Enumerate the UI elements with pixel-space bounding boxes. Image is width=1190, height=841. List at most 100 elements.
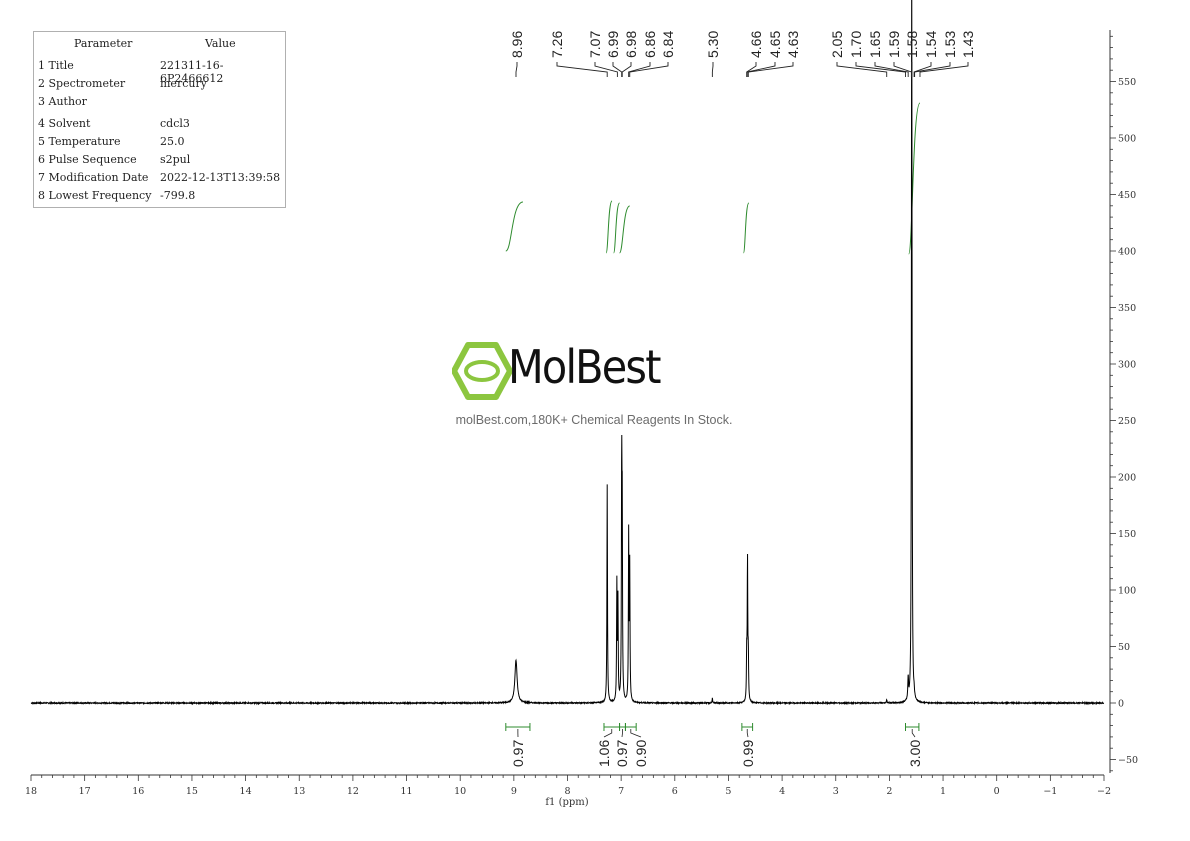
peak-connector bbox=[556, 62, 608, 77]
benzene-logo-icon bbox=[452, 342, 512, 400]
integral-connector bbox=[603, 729, 613, 738]
peak-label: 4.65 bbox=[767, 31, 783, 58]
x-tick-label: 17 bbox=[79, 786, 91, 797]
peak-label: 6.99 bbox=[605, 31, 621, 58]
y-tick-label: 200 bbox=[1118, 473, 1136, 484]
peak-connector bbox=[612, 62, 623, 77]
peak-connector bbox=[621, 62, 632, 77]
parameter-row: 2 Spectrometer mercury bbox=[38, 77, 283, 93]
peak-connector bbox=[836, 62, 888, 77]
x-tick-label: 13 bbox=[293, 786, 305, 797]
x-tick-label: 3 bbox=[833, 786, 839, 797]
spectrum-trace bbox=[30, 0, 1105, 706]
parameter-key: 2 Spectrometer bbox=[38, 77, 126, 90]
parameter-row: 6 Pulse Sequence s2pul bbox=[38, 153, 283, 169]
integral-value-label: 0.97 bbox=[510, 740, 526, 767]
integral-connector bbox=[630, 729, 642, 738]
peak-connector bbox=[515, 62, 518, 77]
parameter-key: 6 Pulse Sequence bbox=[38, 153, 137, 166]
integral-curves bbox=[505, 102, 921, 255]
parameter-header: Parameter bbox=[74, 37, 133, 50]
integral-curve bbox=[605, 200, 613, 254]
parameter-value: 25.0 bbox=[160, 135, 185, 148]
peak-label: 2.05 bbox=[829, 31, 845, 58]
integral-value-label: 3.00 bbox=[907, 740, 923, 767]
peak-connector bbox=[746, 62, 776, 77]
parameter-row: 5 Temperature 25.0 bbox=[38, 135, 283, 151]
x-tick-label: 1 bbox=[940, 786, 946, 797]
y-tick-label: 100 bbox=[1118, 586, 1136, 597]
peak-connector bbox=[711, 62, 714, 77]
watermark-tagline: molBest.com,180K+ Chemical Reagents In S… bbox=[455, 413, 733, 427]
parameter-table: Parameter Value 1 Title 221311-16-6P24666… bbox=[33, 31, 286, 208]
spectrum-line bbox=[30, 0, 1105, 706]
parameter-row: 4 Solvent cdcl3 bbox=[38, 117, 283, 133]
parameter-value: s2pul bbox=[160, 153, 191, 166]
watermark: MolBest molBest.com,180K+ Chemical Reage… bbox=[448, 338, 748, 438]
peak-connector bbox=[913, 62, 932, 77]
peak-connector bbox=[855, 62, 906, 77]
x-tick-label: 2 bbox=[886, 786, 892, 797]
x-tick-label: 4 bbox=[779, 786, 785, 797]
y-tick-label: 350 bbox=[1118, 303, 1136, 314]
y-tick-label: 0 bbox=[1118, 699, 1124, 710]
peak-connector bbox=[747, 62, 794, 77]
peak-label: 7.07 bbox=[587, 31, 603, 58]
x-tick-label: 11 bbox=[401, 786, 413, 797]
parameter-value: 221311-16-6P2466612 bbox=[160, 59, 224, 85]
x-tick-label: 5 bbox=[725, 786, 731, 797]
parameter-key: 4 Solvent bbox=[38, 117, 91, 130]
parameter-key: 8 Lowest Frequency bbox=[38, 189, 152, 202]
integral-markers: 0.97 1.06 0.97 0.90 0.99 3.00 bbox=[505, 723, 923, 767]
integral-connector bbox=[746, 729, 749, 738]
watermark-brand: MolBest bbox=[508, 340, 661, 394]
peak-labels: 8.96 7.26 7.07 6.99 6.98 6.86 6.84 5.30 4.66 4.65… bbox=[509, 31, 976, 77]
parameter-key: 1 Title bbox=[38, 59, 74, 72]
x-tick-label: 15 bbox=[186, 786, 198, 797]
peak-label: 6.84 bbox=[660, 31, 676, 58]
peak-connector bbox=[914, 62, 951, 77]
integral-curve bbox=[742, 202, 750, 254]
peak-connector bbox=[746, 62, 757, 77]
integral-curve bbox=[908, 102, 921, 255]
parameter-row: 1 Title 221311-16-6P2466612 bbox=[38, 59, 283, 85]
x-tick-label: 7 bbox=[618, 786, 624, 797]
integral-value-label: 0.99 bbox=[740, 740, 756, 767]
y-tick-label: 150 bbox=[1118, 529, 1136, 540]
y-tick-label: 450 bbox=[1118, 190, 1136, 201]
parameter-key: 3 Author bbox=[38, 95, 87, 108]
peak-label: 8.96 bbox=[509, 31, 525, 58]
peak-label: 4.63 bbox=[785, 31, 801, 58]
parameter-row: 7 Modification Date 2022-12-13T13:39:58 bbox=[38, 171, 283, 187]
integral-connector bbox=[911, 729, 916, 738]
integral-value-label: 0.97 bbox=[614, 740, 630, 767]
x-tick-label: 8 bbox=[564, 786, 570, 797]
peak-label: 1.59 bbox=[886, 31, 902, 58]
parameter-row: 3 Author bbox=[38, 95, 283, 111]
peak-label: 6.98 bbox=[623, 31, 639, 58]
peak-connector bbox=[919, 62, 969, 77]
value-header: Value bbox=[205, 37, 236, 50]
x-tick-label: 14 bbox=[240, 786, 252, 797]
x-tick-label: 10 bbox=[454, 786, 466, 797]
peak-label: 1.58 bbox=[904, 31, 920, 58]
x-tick-label: −1 bbox=[1043, 786, 1057, 797]
parameter-key: 7 Modification Date bbox=[38, 171, 149, 184]
parameter-row: 8 Lowest Frequency -799.8 bbox=[38, 189, 283, 205]
parameter-value: cdcl3 bbox=[160, 117, 190, 130]
y-tick-label: 300 bbox=[1118, 360, 1136, 371]
peak-connector bbox=[594, 62, 618, 77]
integral-value-label: 1.06 bbox=[596, 740, 612, 767]
integral-curve bbox=[619, 205, 631, 254]
parameter-value: mercury bbox=[160, 77, 207, 90]
y-tick-label: 50 bbox=[1118, 642, 1130, 653]
y-tick-label: −50 bbox=[1118, 755, 1138, 766]
y-tick-label: 550 bbox=[1118, 77, 1136, 88]
y-tick-label: 250 bbox=[1118, 416, 1136, 427]
x-tick-label: 9 bbox=[511, 786, 517, 797]
parameter-value: -799.8 bbox=[160, 189, 196, 202]
peak-connector bbox=[874, 62, 909, 77]
parameter-key: 5 Temperature bbox=[38, 135, 121, 148]
